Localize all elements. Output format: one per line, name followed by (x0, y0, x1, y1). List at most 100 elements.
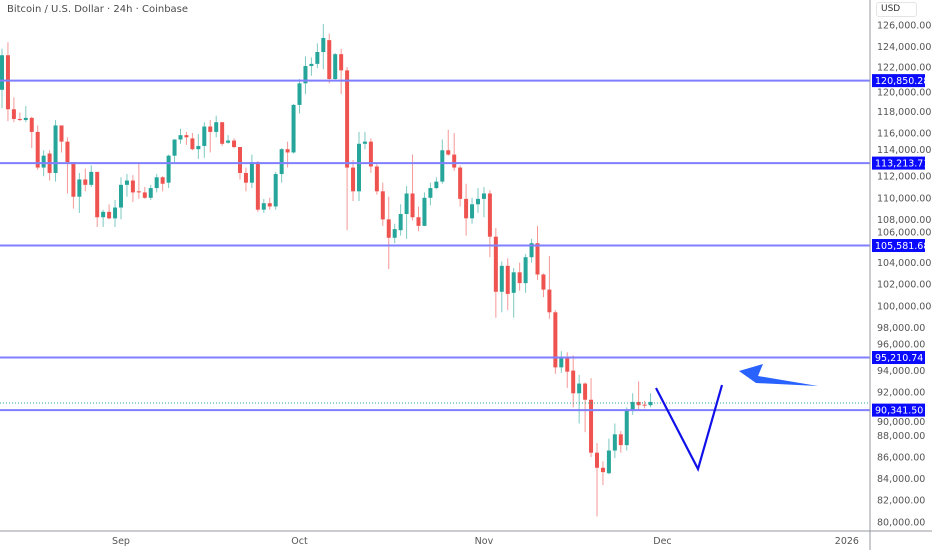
candle (553, 310, 558, 374)
candle (184, 131, 189, 145)
candle-body (77, 179, 82, 197)
candle-body (41, 155, 46, 168)
candle (541, 273, 546, 298)
candle (77, 172, 82, 213)
candle (434, 177, 439, 190)
candle (487, 190, 492, 258)
candle-body (398, 214, 403, 231)
candle-body (267, 203, 272, 207)
price-tick-label: 114,000.00 (877, 145, 931, 156)
candle (142, 187, 147, 199)
price-tick-label: 86,000.00 (877, 453, 925, 464)
price-tick-label: 80,000.00 (877, 517, 925, 528)
candle-body (511, 272, 516, 293)
candle (440, 139, 445, 184)
candle-body (53, 125, 58, 173)
price-tick-label: 98,000.00 (877, 323, 925, 334)
price-tick-label: 100,000.00 (877, 301, 931, 312)
candle (374, 163, 379, 195)
candle-body (291, 104, 296, 153)
candle-body (279, 149, 284, 175)
candle (535, 225, 540, 280)
candle (232, 138, 237, 149)
candle-body (83, 179, 88, 185)
candle-body (65, 141, 70, 163)
candle-body (529, 243, 534, 258)
level-label-text: 95,210.74 (875, 353, 923, 364)
candle (23, 106, 28, 123)
candle (47, 150, 52, 181)
candle-body (428, 188, 433, 198)
candle-body (535, 243, 540, 275)
level-label-badge (872, 403, 925, 417)
price-tick-label: 106,000.00 (877, 228, 931, 239)
candle (642, 400, 647, 409)
candle-body (458, 167, 463, 199)
candle-body (464, 198, 469, 219)
candle (571, 355, 576, 408)
candle-body (107, 211, 112, 219)
price-tick-label: 112,000.00 (877, 172, 931, 183)
candle-body (309, 63, 314, 67)
candle (624, 407, 629, 451)
time-axis[interactable]: Sep Oct Nov Dec 2026 (112, 536, 859, 547)
price-axis[interactable]: 126,000.00 124,000.00 122,000.00 120,000.00… (877, 21, 931, 529)
candle (59, 125, 64, 153)
candle (130, 175, 135, 203)
candle (309, 57, 314, 76)
candle-body (636, 401, 641, 406)
level-label-text: 120,850.28 (875, 76, 929, 87)
candle-body (351, 167, 356, 192)
candle (119, 177, 123, 220)
price-tick-label: 90,000.00 (877, 417, 925, 428)
candle (464, 183, 469, 236)
candle (190, 133, 195, 151)
candle-body (404, 193, 409, 214)
candle (208, 120, 213, 153)
candle (606, 438, 611, 475)
price-tick-label: 96,000.00 (877, 340, 925, 351)
candle-body (243, 172, 248, 183)
candle-body (577, 383, 582, 394)
candle-body (315, 52, 320, 64)
candle-body (357, 143, 361, 192)
horizontal-levels[interactable] (0, 79, 870, 412)
candle-body (190, 138, 195, 150)
candle-body (113, 207, 118, 219)
candle (226, 135, 231, 144)
candle (630, 393, 635, 415)
candle (505, 258, 510, 311)
candle (351, 160, 356, 202)
candle-body (0, 55, 4, 90)
candle (333, 53, 338, 82)
candle (136, 163, 141, 199)
candle-body (440, 150, 445, 182)
candle (148, 184, 153, 200)
level-label-text: 105,581.68 (875, 241, 929, 252)
v-projection-drawing[interactable] (655, 384, 724, 472)
candle (380, 182, 385, 226)
candle-body (285, 149, 290, 153)
candle-body (208, 126, 213, 132)
candle (577, 374, 582, 424)
candle-body (452, 154, 457, 168)
candle (559, 351, 564, 373)
level-label-badge (872, 156, 925, 170)
arrow-left-icon[interactable] (739, 364, 818, 386)
candle-body (130, 180, 135, 193)
candle-body (642, 404, 647, 406)
price-tick-label: 118,000.00 (877, 107, 931, 118)
candle-body (493, 236, 498, 292)
candle (243, 167, 248, 192)
candle-body (89, 171, 94, 185)
candle (636, 381, 641, 411)
candle (5, 42, 10, 122)
candle (618, 431, 623, 453)
currency-button[interactable]: USD (876, 2, 918, 17)
candle (267, 197, 272, 210)
price-tick-label: 124,000.00 (877, 42, 931, 53)
drawings[interactable] (655, 364, 818, 472)
candle (160, 176, 165, 192)
candle-body (166, 155, 171, 183)
